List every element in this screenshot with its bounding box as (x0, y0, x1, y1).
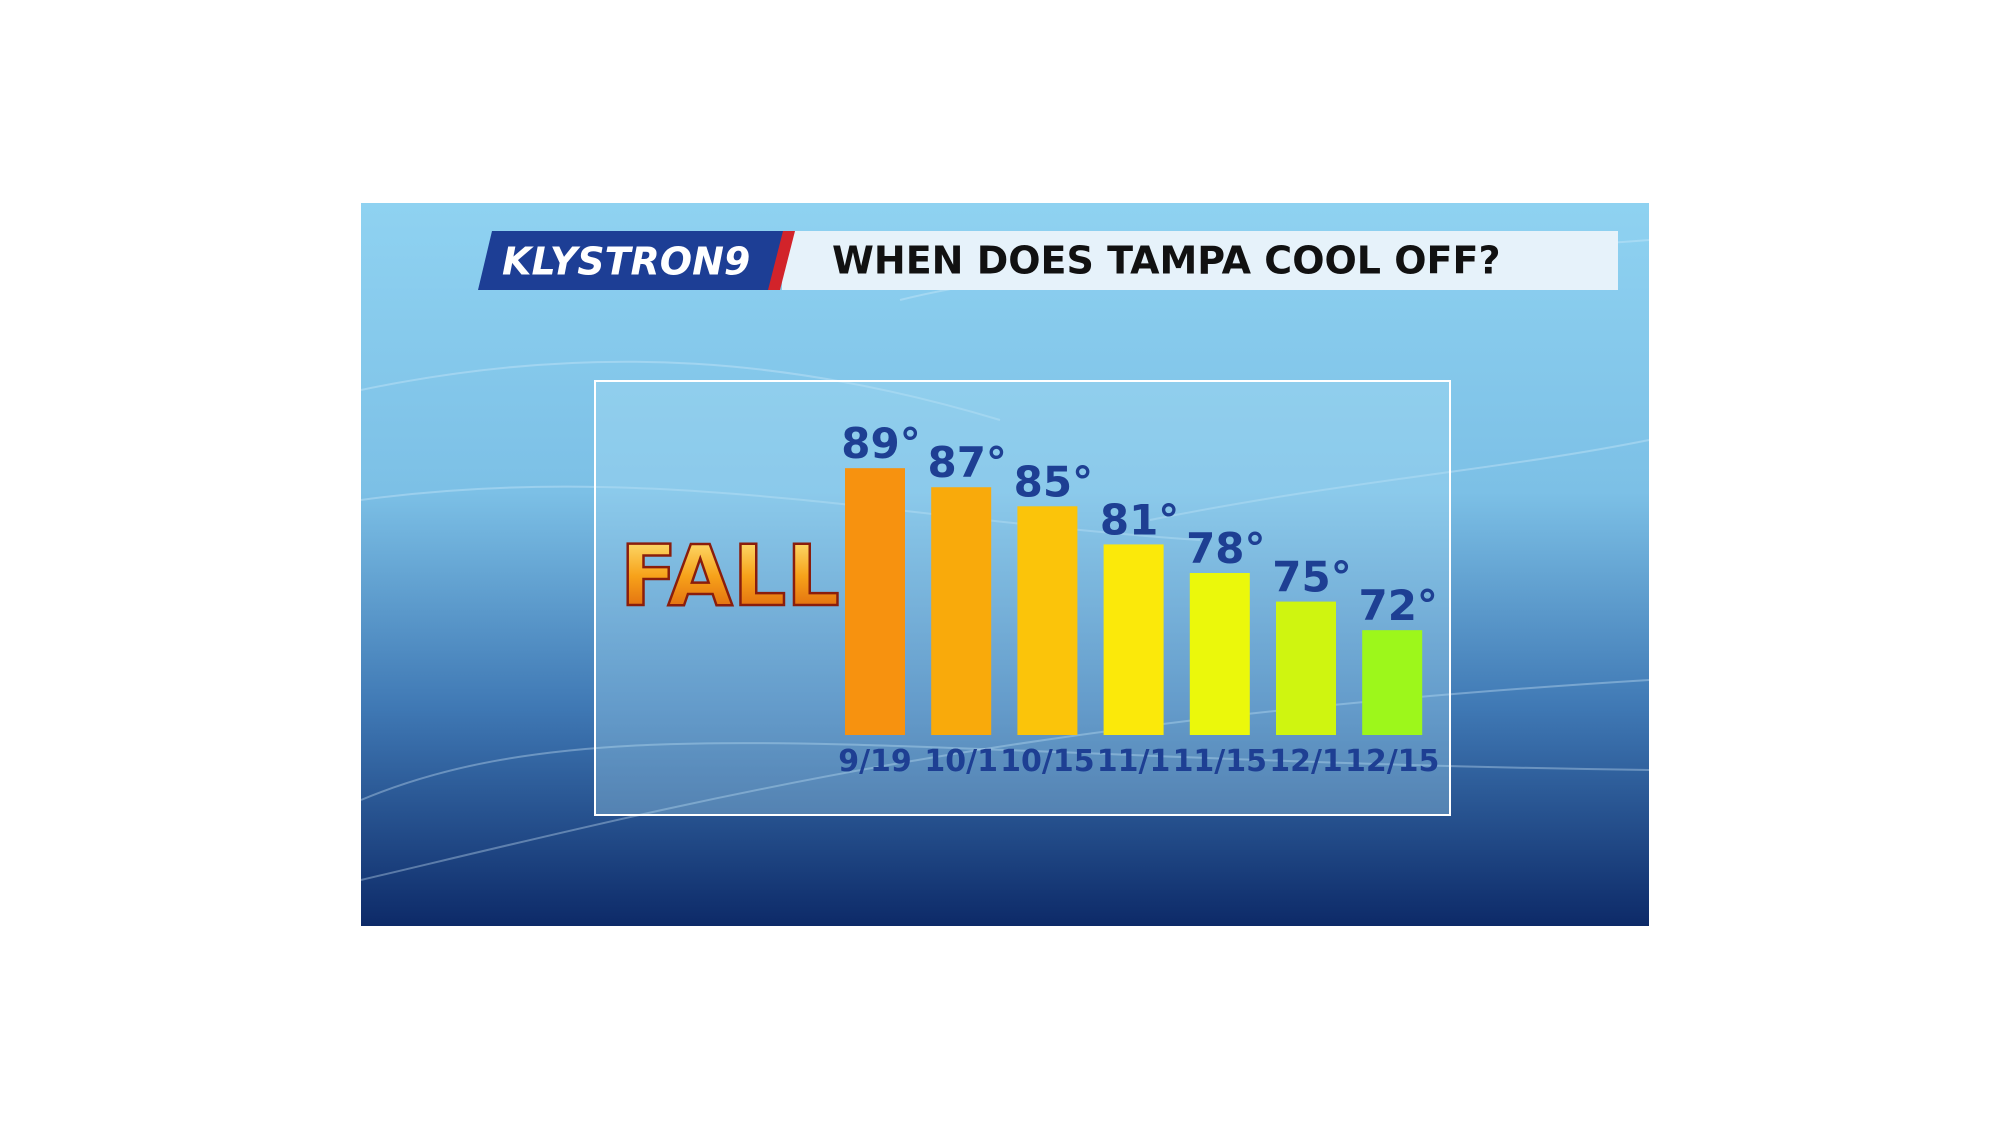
value-label: 78° (1186, 524, 1265, 573)
value-label: 89° (841, 419, 920, 468)
x-tick-label: 11/15 (1173, 744, 1267, 779)
logo-box (478, 231, 783, 290)
x-tick-label: 11/1 (1097, 744, 1171, 779)
value-label: 81° (1100, 495, 1179, 544)
bar (1103, 544, 1164, 735)
fall-annotation: FALL (620, 527, 840, 625)
background (361, 203, 1649, 926)
bar (1276, 601, 1336, 735)
x-tick-label: 12/1 (1269, 744, 1343, 779)
brand-logo: KLYSTRON9 (502, 240, 750, 284)
bar (845, 468, 905, 735)
value-label: 87° (927, 438, 1006, 487)
bar (1189, 573, 1250, 735)
bar (931, 487, 992, 735)
chart-title: WHEN DOES TAMPA COOL OFF? (832, 239, 1501, 283)
x-tick-label: 9/19 (838, 744, 912, 779)
x-tick-label: 10/15 (1000, 744, 1094, 779)
wind-lines (360, 239, 1650, 881)
bar (1017, 506, 1078, 735)
value-label: 72° (1358, 581, 1437, 630)
value-label: 85° (1014, 457, 1093, 506)
x-tick-label: 12/15 (1345, 744, 1439, 779)
x-tick-label: 10/1 (924, 744, 998, 779)
header-bar (782, 231, 1618, 290)
value-label: 75° (1272, 553, 1351, 602)
bar (1362, 630, 1423, 735)
